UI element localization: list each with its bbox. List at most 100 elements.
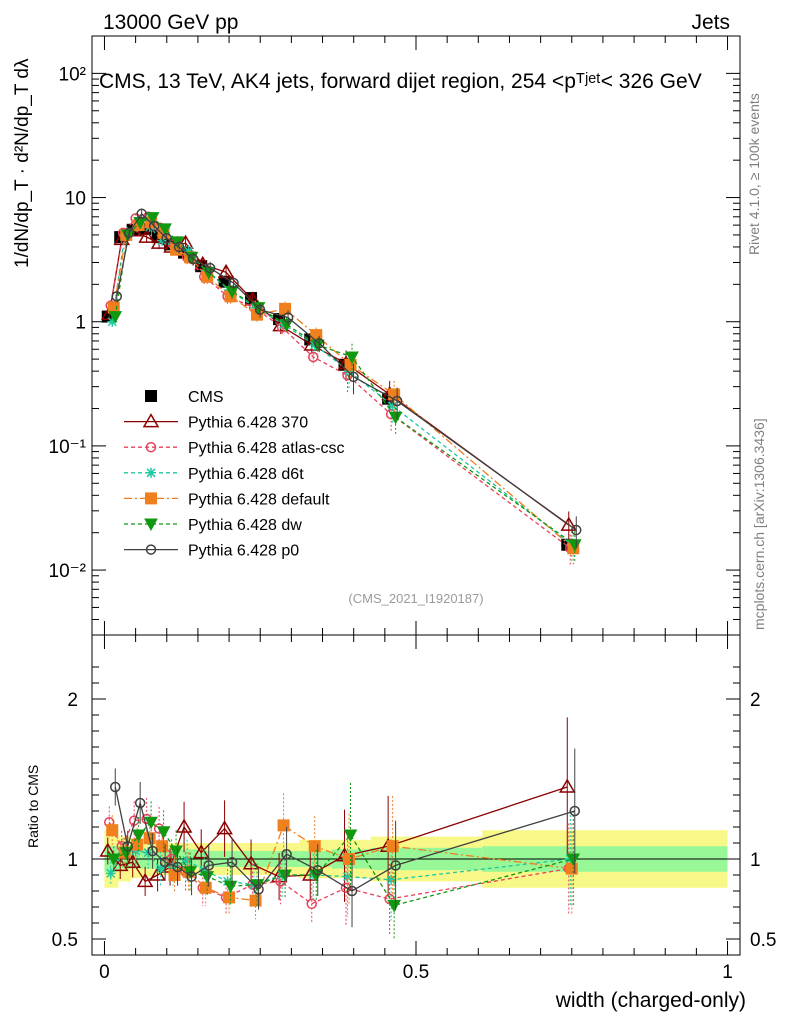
main-point-d6t (183, 246, 194, 257)
main-series-atlas (105, 211, 576, 567)
ratio-point-d6t (182, 855, 193, 866)
ratio-point-default (131, 838, 144, 851)
ratio-y-tick-label-right: 2 (750, 690, 761, 711)
main-series-p0 (111, 208, 582, 549)
main-point-p0 (348, 371, 359, 383)
axes: 10⁻² 10⁻¹ 1 10 10² 0 0.5 1 0.5 0.5 1 1 2 2 (49, 35, 776, 983)
legend-entry-370: Pythia 6.428 370 (124, 413, 308, 432)
main-point-dw (225, 286, 239, 299)
ratio-point-default (343, 853, 356, 865)
main-point-p0 (282, 312, 294, 323)
main-point-dw (388, 411, 403, 425)
main-point-p0 (571, 524, 582, 536)
main-point-p0 (123, 227, 135, 239)
legend: CMS Pythia 6.428 370 Pythia 6.428 atlas-cs… (124, 389, 345, 560)
main-point-p0 (254, 304, 266, 315)
ratio-point-atlas (306, 898, 317, 910)
main-point-dw (108, 311, 123, 324)
main-point-p0 (173, 241, 185, 253)
ratio-point-d6t (105, 868, 116, 879)
ratio-point-default (308, 840, 321, 853)
ratio-point-370 (558, 778, 576, 793)
ratio-point-dw (156, 826, 171, 839)
ratio-point-default (249, 894, 262, 907)
legend-label: Pythia 6.428 default (188, 491, 330, 508)
ratio-y-tick-label-left: 0.5 (52, 930, 78, 951)
ratio-frame (91, 634, 741, 956)
ratio-point-370 (216, 820, 233, 835)
main-series-CMS (101, 222, 574, 551)
main-series-d6t (107, 221, 577, 564)
ratio-point-default (106, 824, 119, 837)
ratio-point-default (277, 819, 290, 832)
main-point-370 (138, 228, 155, 243)
legend-marker (145, 390, 157, 402)
ratio-point-370 (136, 872, 154, 888)
main-point-p0 (391, 395, 403, 407)
main-point-p0 (187, 253, 199, 265)
ratio-point-d6t (342, 871, 353, 882)
ratio-y-tick-label-left: 1 (67, 850, 78, 871)
mcplots-text: mcplots.cern.ch [arXiv:1306.3436] (751, 418, 767, 630)
legend-entry-CMS: CMS (145, 389, 224, 406)
ratio-point-default (168, 869, 181, 881)
header-right: Jets (691, 11, 730, 34)
ratio-y-tick-label-right: 0.5 (750, 930, 776, 951)
main-point-370 (217, 263, 235, 279)
main-y-tick-label: 1 (75, 313, 86, 334)
rivet-version-text: Rivet 4.1.0, ≥ 100k events (746, 93, 762, 255)
main-y-tick-label: 10⁻¹ (49, 437, 87, 458)
main-point-dw (158, 223, 172, 236)
ratio-point-dw (106, 853, 121, 867)
ratio-point-default (386, 840, 399, 853)
main-point-p0 (161, 233, 172, 244)
ratio-point-p0 (253, 884, 264, 895)
ratio-line-d6t (110, 850, 571, 886)
ratio-point-p0 (122, 840, 133, 852)
ratio-point-dw (200, 871, 215, 884)
ratio-point-d6t (130, 846, 141, 856)
main-plot-marks (100, 208, 582, 567)
ratio-point-p0 (346, 885, 358, 897)
ratio-point-dw (144, 816, 158, 830)
main-point-370 (560, 516, 578, 531)
legend-label: Pythia 6.428 d6t (188, 466, 304, 483)
analysis-id: (CMS_2021_I1920187) (348, 591, 483, 606)
ratio-point-p0 (569, 805, 581, 817)
ratio-point-p0 (203, 860, 214, 871)
ratio-y-tick-label-left: 2 (67, 690, 78, 711)
ratio-point-dw (343, 829, 358, 843)
ratio-point-dw (278, 869, 292, 883)
ratio-point-dw (223, 880, 238, 894)
legend-entry-p0: Pythia 6.428 p0 (124, 543, 299, 560)
x-axis-label: width (charged-only) (555, 989, 746, 1012)
ratio-point-370 (99, 842, 117, 857)
ratio-point-dw (566, 853, 581, 867)
main-point-p0 (228, 277, 239, 289)
main-line-370 (108, 230, 570, 526)
ratio-y-label: Ratio to CMS (25, 765, 41, 848)
main-point-dw (145, 212, 160, 225)
legend-entry-dw: Pythia 6.428 dw (124, 517, 302, 534)
main-point-atlas (308, 351, 319, 363)
main-point-d6t (344, 366, 355, 377)
ratio-point-dw (131, 829, 146, 843)
main-point-p0 (204, 262, 216, 274)
ratio-point-370 (175, 818, 193, 833)
ratio-point-370 (149, 866, 166, 881)
y-axis-label-text: 1/dN/dp_T · d²N/dp_T dλ (12, 58, 33, 268)
ratio-point-370 (192, 844, 210, 859)
main-point-p0 (314, 338, 325, 349)
legend-entry-atlas: Pythia 6.428 atlas-csc (124, 440, 345, 457)
ratio-point-p0 (281, 848, 292, 860)
x-tick-label: 1 (722, 962, 733, 983)
main-point-p0 (136, 208, 147, 220)
main-series-default (107, 216, 580, 567)
ratio-point-370 (242, 855, 260, 870)
y-axis-label: 1/dN/dp_T · d²N/dp_T dλ (12, 58, 33, 268)
ratio-point-dw (169, 845, 183, 859)
main-y-tick-label: 10² (59, 64, 86, 85)
ratio-point-default (199, 881, 212, 894)
legend-marker (142, 413, 160, 428)
x-tick-label: 0.5 (403, 962, 429, 983)
